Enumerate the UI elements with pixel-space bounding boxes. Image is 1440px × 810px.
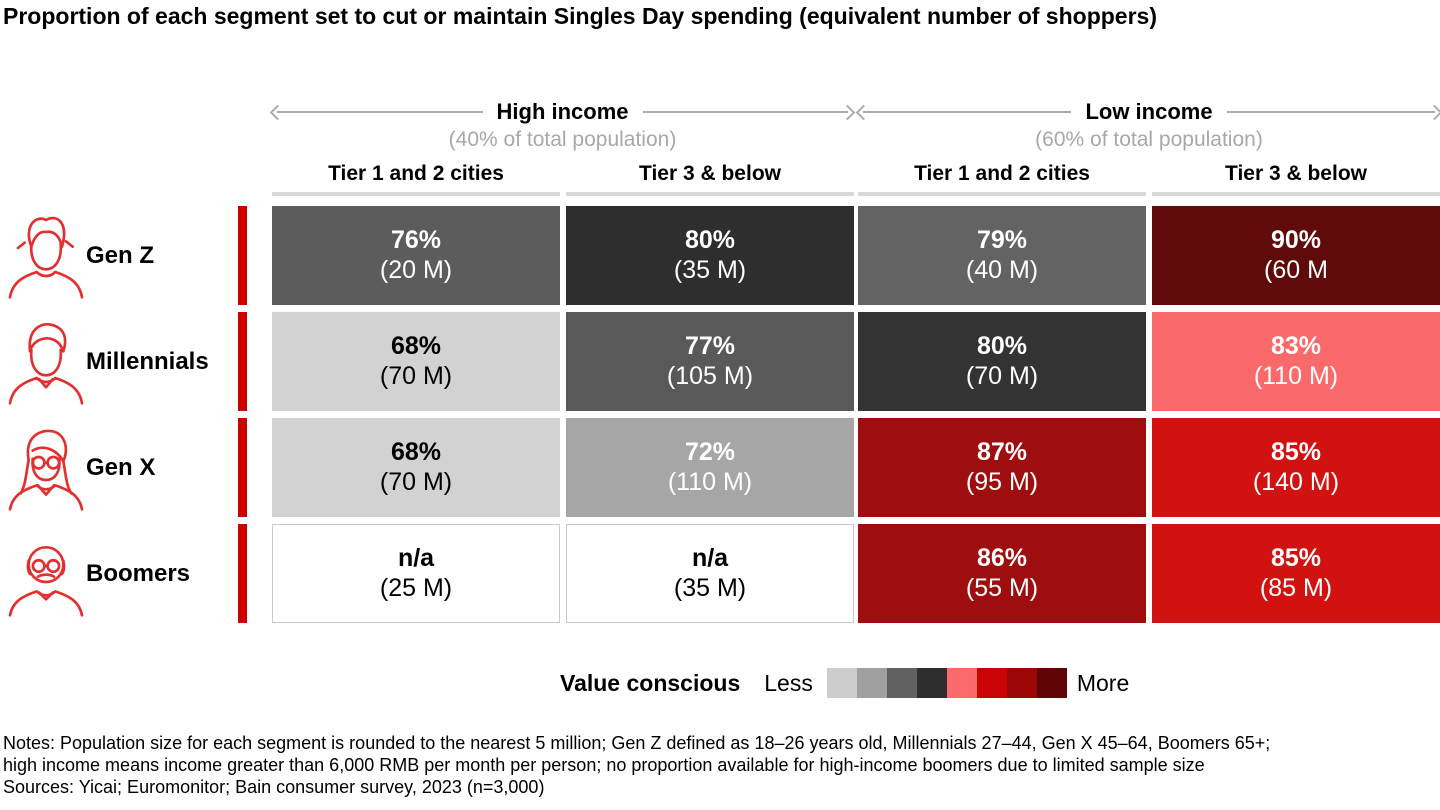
cell-millennials-low-tier3: 83% (110 M) — [1152, 312, 1440, 411]
cell-boomers-low-tier3: 85% (85 M) — [1152, 524, 1440, 623]
cell-percentage: 85% — [1270, 438, 1322, 466]
cell-percentage: 80% — [976, 332, 1028, 360]
cell-population: (35 M) — [673, 574, 747, 602]
legend-color-scale — [826, 668, 1067, 698]
note-line-1: Notes: Population size for each segment … — [3, 733, 1271, 753]
cell-population: (110 M) — [1253, 362, 1339, 390]
legend: Value conscious Less More — [560, 667, 1129, 699]
cell-population: (105 M) — [666, 362, 754, 390]
row-label-gen-x: Gen X — [86, 453, 156, 481]
legend-title: Value conscious — [560, 669, 741, 696]
cell-population: (95 M) — [965, 468, 1039, 496]
arrow-left-icon — [269, 104, 286, 120]
millennials-icon — [6, 316, 86, 408]
row-accent-bar — [238, 312, 247, 411]
row-accent-bar — [238, 524, 247, 623]
cell-percentage: 77% — [684, 332, 736, 360]
gen-z-icon — [6, 210, 86, 302]
cell-millennials-low-tier12: 80% (70 M) — [858, 312, 1146, 411]
cell-genx-low-tier3: 85% (140 M) — [1152, 418, 1440, 517]
row-label-millennials: Millennials — [86, 347, 209, 375]
legend-swatch — [856, 668, 887, 698]
cell-boomers-high-tier12: n/a (25 M) — [272, 524, 560, 623]
column-header-tier3-high: Tier 3 & below — [566, 162, 854, 196]
arrow-right-icon — [839, 104, 856, 120]
cell-boomers-low-tier12: 86% (55 M) — [858, 524, 1146, 623]
cell-population: (60 M — [1264, 256, 1328, 284]
column-header-tier12-high: Tier 1 and 2 cities — [272, 162, 560, 196]
sources-line: Sources: Yicai; Euromonitor; Bain consum… — [3, 777, 545, 797]
band-label-low-income: Low income — [1085, 99, 1213, 124]
cell-genx-high-tier3: 72% (110 M) — [566, 418, 854, 517]
column-header-tier12-low: Tier 1 and 2 cities — [858, 162, 1146, 196]
cell-population: (25 M) — [379, 574, 453, 602]
footnotes: Notes: Population size for each segment … — [3, 732, 1270, 798]
boomers-icon — [6, 528, 86, 620]
legend-more-label: More — [1076, 669, 1130, 696]
legend-swatch — [916, 668, 947, 698]
cell-population: (35 M) — [673, 256, 747, 284]
chart-title: Proportion of each segment set to cut or… — [3, 3, 1157, 29]
cell-percentage: 83% — [1270, 332, 1322, 360]
cell-population: (55 M) — [965, 574, 1039, 602]
band-arrow-low: Low income — [855, 98, 1440, 126]
cell-percentage: n/a — [397, 544, 435, 572]
legend-swatch — [1006, 668, 1037, 698]
cell-percentage: n/a — [691, 544, 729, 572]
cell-percentage: 85% — [1270, 544, 1322, 572]
legend-swatch — [1036, 668, 1067, 698]
band-label-high-income: High income — [496, 99, 629, 124]
legend-swatch — [946, 668, 977, 698]
cell-boomers-high-tier3: n/a (35 M) — [566, 524, 854, 623]
band-arrow-high: High income — [269, 98, 856, 126]
cell-percentage: 90% — [1270, 226, 1322, 254]
cell-millennials-high-tier3: 77% (105 M) — [566, 312, 854, 411]
cell-population: (70 M) — [379, 362, 453, 390]
arrow-left-icon — [855, 104, 872, 120]
legend-swatch — [886, 668, 917, 698]
legend-less-label: Less — [764, 669, 813, 696]
row-label-gen-z: Gen Z — [86, 241, 155, 269]
cell-millennials-high-tier12: 68% (70 M) — [272, 312, 560, 411]
cell-population: (20 M) — [379, 256, 453, 284]
cell-genx-high-tier12: 68% (70 M) — [272, 418, 560, 517]
column-header-tier3-low: Tier 3 & below — [1152, 162, 1440, 196]
row-accent-bar — [238, 206, 247, 305]
cell-population: (140 M) — [1252, 468, 1340, 496]
arrow-line — [642, 111, 849, 113]
cell-genz-high-tier12: 76% (20 M) — [272, 206, 560, 305]
income-band-low: Low income (60% of total population) — [855, 98, 1440, 152]
cell-percentage: 76% — [390, 226, 442, 254]
cell-genz-low-tier12: 79% (40 M) — [858, 206, 1146, 305]
cell-population: (70 M) — [965, 362, 1039, 390]
legend-swatch — [826, 668, 857, 698]
cell-percentage: 72% — [684, 438, 736, 466]
income-band-high: High income (40% of total population) — [269, 98, 856, 152]
gen-x-icon — [6, 422, 86, 514]
row-label-boomers: Boomers — [86, 559, 191, 587]
cell-percentage: 80% — [684, 226, 736, 254]
cell-genx-low-tier12: 87% (95 M) — [858, 418, 1146, 517]
cell-percentage: 68% — [390, 438, 442, 466]
cell-percentage: 86% — [976, 544, 1028, 572]
cell-percentage: 87% — [976, 438, 1028, 466]
cell-percentage: 68% — [390, 332, 442, 360]
cell-population: (40 M) — [965, 256, 1039, 284]
arrow-line — [863, 111, 1072, 113]
note-line-2: high income means income greater than 6,… — [3, 755, 1205, 775]
cell-population: (110 M) — [667, 468, 753, 496]
row-accent-bar — [238, 418, 247, 517]
band-subtitle-low-income: (60% of total population) — [1035, 128, 1263, 151]
cell-population: (85 M) — [1259, 574, 1333, 602]
cell-percentage: 79% — [976, 226, 1028, 254]
band-subtitle-high-income: (40% of total population) — [448, 128, 677, 151]
cell-population: (70 M) — [379, 468, 453, 496]
arrow-line — [277, 111, 483, 113]
arrow-line — [1226, 111, 1435, 113]
arrow-right-icon — [1426, 104, 1440, 120]
legend-swatch — [976, 668, 1007, 698]
cell-genz-low-tier3: 90% (60 M — [1152, 206, 1440, 305]
cell-genz-high-tier3: 80% (35 M) — [566, 206, 854, 305]
